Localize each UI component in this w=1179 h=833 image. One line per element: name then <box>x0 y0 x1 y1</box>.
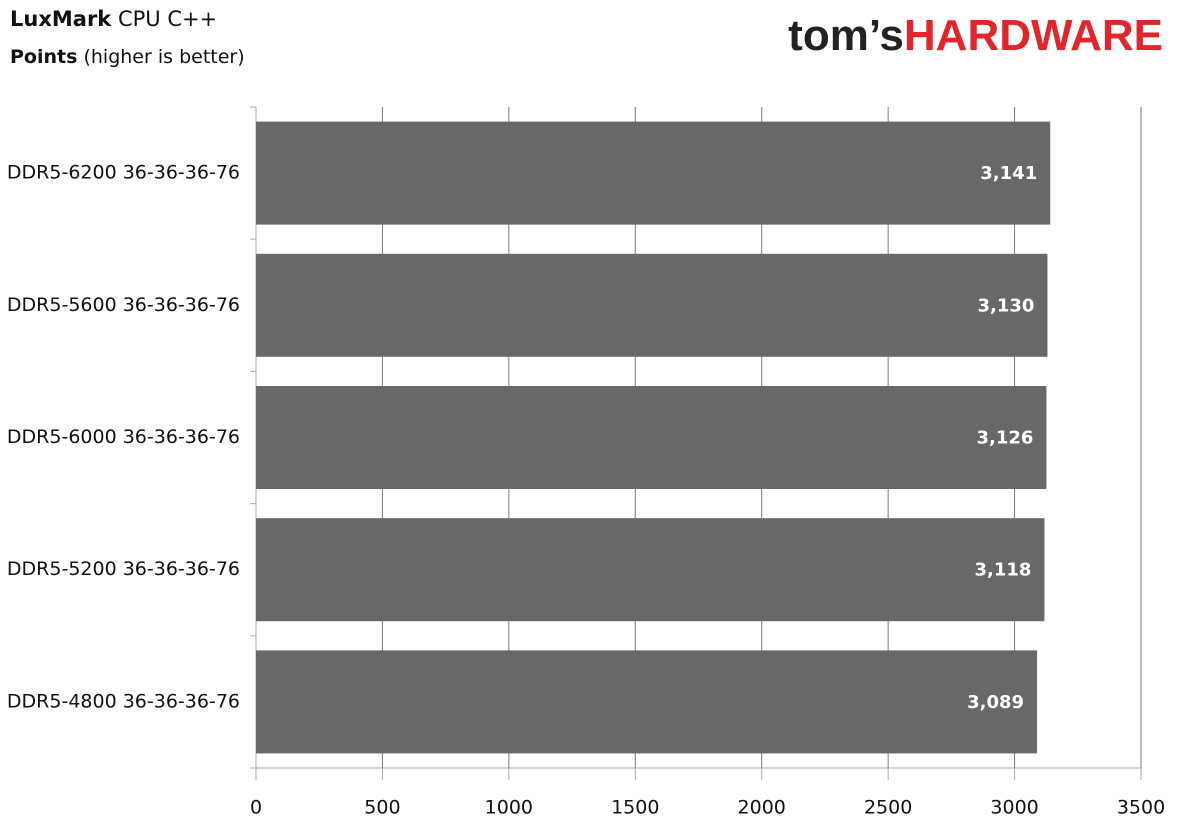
bar <box>256 386 1047 489</box>
bar <box>256 253 1048 357</box>
bar <box>256 650 1038 754</box>
logo-hardware: HARDWARE <box>904 11 1163 60</box>
x-tick-label: 1000 <box>485 797 533 819</box>
value-label: 3,130 <box>978 295 1035 316</box>
y-tick-label: DDR5-5600 36-36-36-76 <box>7 294 240 316</box>
value-label: 3,089 <box>967 692 1024 713</box>
bar <box>256 121 1051 225</box>
x-tick-label: 3000 <box>990 797 1038 819</box>
value-label: 3,118 <box>974 560 1031 581</box>
value-label: 3,126 <box>976 428 1033 449</box>
y-tick-label: DDR5-5200 36-36-36-76 <box>7 558 240 580</box>
value-label: 3,141 <box>980 163 1037 184</box>
subtitle-bold: Points <box>10 46 77 68</box>
y-tick-label: DDR5-6200 36-36-36-76 <box>7 162 240 184</box>
y-tick-label: DDR5-4800 36-36-36-76 <box>7 690 240 712</box>
chart-subtitle: Points (higher is better) <box>10 46 245 68</box>
x-tick-label: 0 <box>250 797 262 819</box>
title-bold: LuxMark <box>10 7 112 31</box>
y-tick-label: DDR5-6000 36-36-36-76 <box>7 426 240 448</box>
x-tick-label: 3500 <box>1117 797 1165 819</box>
x-tick-label: 1500 <box>611 797 659 819</box>
logo-toms: tom’s <box>788 11 904 60</box>
logo: tom’sHARDWARE <box>788 11 1163 60</box>
x-tick-label: 2500 <box>864 797 912 819</box>
subtitle-rest: (higher is better) <box>83 46 244 68</box>
x-tick-label: 2000 <box>738 797 786 819</box>
title-rest: CPU C++ <box>118 7 217 31</box>
x-tick-label: 500 <box>364 797 400 819</box>
chart-title: LuxMark CPU C++ <box>10 7 217 31</box>
bar <box>256 518 1045 622</box>
